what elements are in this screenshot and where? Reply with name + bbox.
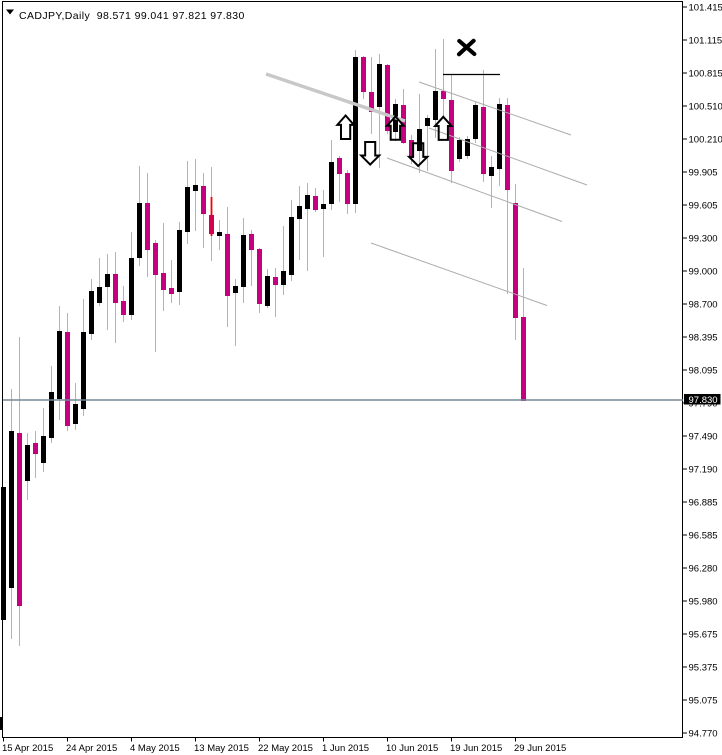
svg-text:100.815: 100.815 [689,68,722,79]
svg-text:95.075: 95.075 [689,695,718,706]
svg-text:4 May 2015: 4 May 2015 [130,743,180,754]
svg-text:97.490: 97.490 [689,431,718,442]
svg-text:99.300: 99.300 [689,233,718,244]
svg-text:96.280: 96.280 [689,563,718,574]
svg-text:10 Jun 2015: 10 Jun 2015 [386,743,438,754]
svg-text:29 Jun 2015: 29 Jun 2015 [514,743,566,754]
svg-text:99.905: 99.905 [689,167,718,178]
svg-text:22 May 2015: 22 May 2015 [258,743,313,754]
svg-text:96.585: 96.585 [689,530,718,541]
svg-text:101.415: 101.415 [689,2,722,13]
svg-text:95.375: 95.375 [689,662,718,673]
svg-text:97.190: 97.190 [689,464,718,475]
svg-text:96.885: 96.885 [689,497,718,508]
svg-text:98.095: 98.095 [689,365,718,376]
svg-text:100.510: 100.510 [689,101,722,112]
svg-text:CADJPY,Daily 98.571 99.041 97: CADJPY,Daily 98.571 99.041 97.821 97.830 [19,10,245,22]
svg-text:19 Jun 2015: 19 Jun 2015 [450,743,502,754]
svg-text:95.675: 95.675 [689,629,718,640]
svg-text:100.210: 100.210 [689,134,722,145]
svg-text:1 Jun 2015: 1 Jun 2015 [322,743,369,754]
svg-text:13 May 2015: 13 May 2015 [194,743,249,754]
svg-text:24 Apr 2015: 24 Apr 2015 [66,743,117,754]
svg-text:97.830: 97.830 [689,395,718,406]
svg-text:99.605: 99.605 [689,200,718,211]
svg-text:95.980: 95.980 [689,596,718,607]
svg-text:98.395: 98.395 [689,332,718,343]
svg-text:15 Apr 2015: 15 Apr 2015 [2,743,53,754]
svg-text:94.770: 94.770 [689,728,718,739]
svg-text:98.700: 98.700 [689,299,718,310]
svg-text:99.000: 99.000 [689,266,718,277]
svg-text:101.115: 101.115 [689,35,722,46]
